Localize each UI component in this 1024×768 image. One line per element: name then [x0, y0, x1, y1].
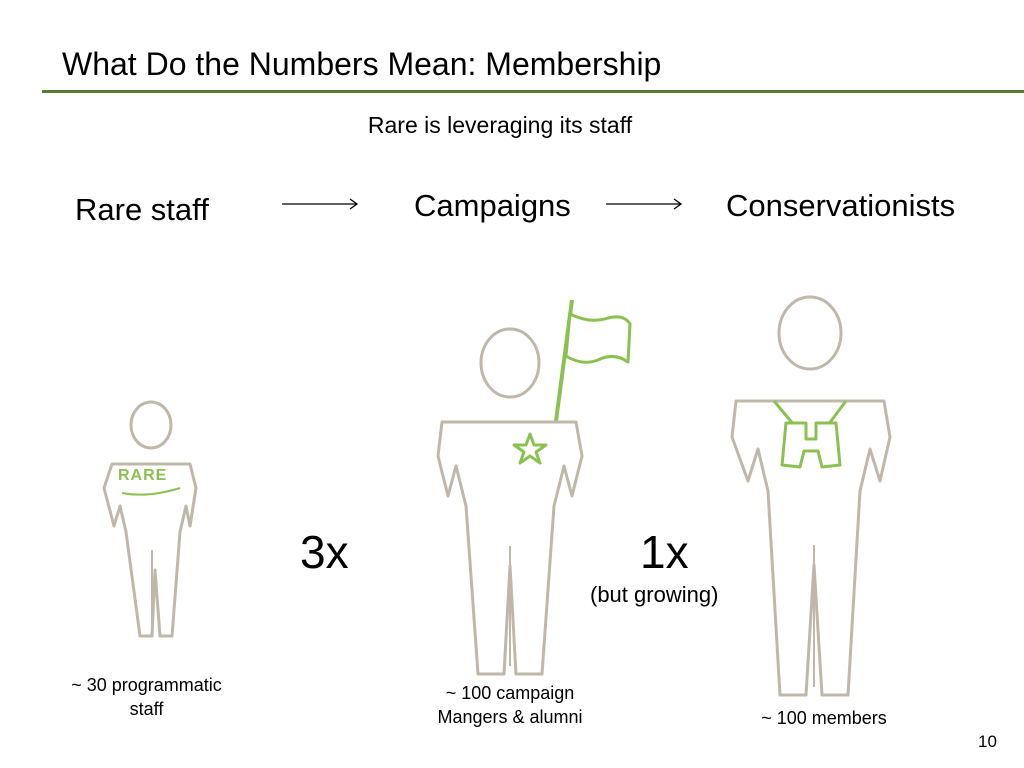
slide-subtitle: Rare is leveraging its staff [367, 112, 633, 138]
caption-line: ~ 30 programmatic [71, 675, 222, 695]
caption-line: ~ 100 members [761, 708, 887, 728]
ratio-note: (but growing) [590, 582, 719, 607]
rare-logo-text: RARE [118, 467, 168, 484]
heading-campaigns: Campaigns [414, 188, 571, 223]
title-divider [42, 90, 1024, 93]
caption-line: Mangers & alumni [437, 707, 583, 727]
person-with-rare-logo-icon [102, 400, 198, 638]
caption-line: ~ 100 campaign [445, 683, 575, 703]
heading-conservationists: Conservationists [726, 188, 956, 223]
caption-rare-staff: ~ 30 programmatic staff [44, 673, 249, 721]
ratio-campaigns-to-conservationists: 1x [640, 526, 689, 578]
person-with-binoculars-icon [730, 295, 892, 697]
person-with-flag-and-star-icon [436, 299, 632, 676]
caption-conservationists: ~ 100 members [720, 706, 928, 730]
ratio-staff-to-campaigns: 3x [300, 526, 349, 578]
slide-title: What Do the Numbers Mean: Membership [62, 46, 662, 82]
arrow-right-icon [606, 198, 683, 210]
page-number: 10 [978, 732, 997, 751]
arrow-right-icon [282, 198, 359, 210]
caption-campaigns: ~ 100 campaign Mangers & alumni [405, 681, 615, 729]
heading-rare-staff: Rare staff [75, 192, 209, 227]
caption-line: staff [129, 699, 164, 719]
